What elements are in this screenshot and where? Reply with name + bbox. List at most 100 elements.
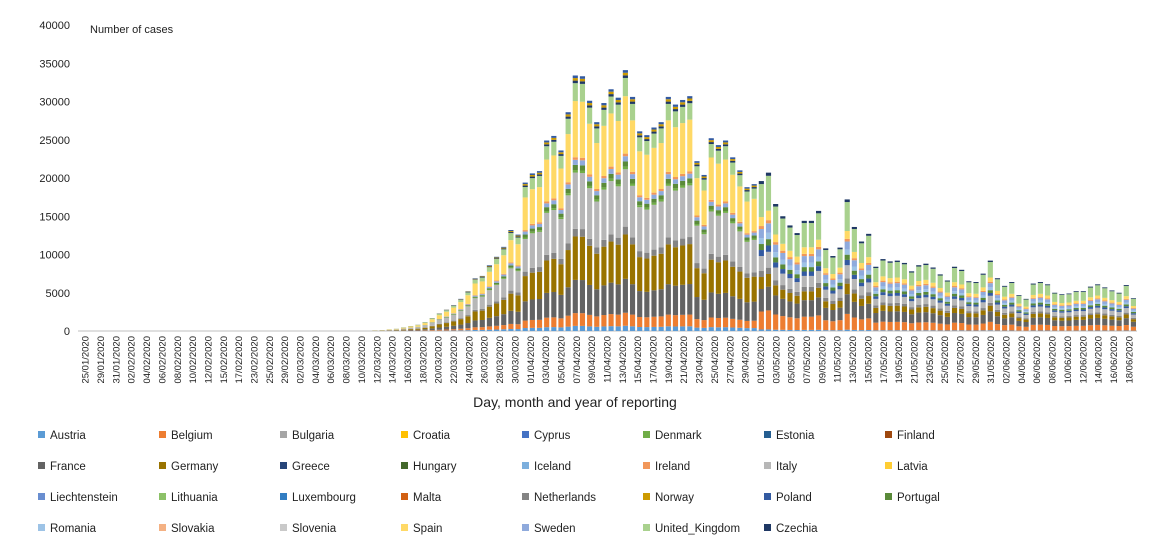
bar-segment-united-kingdom — [823, 250, 829, 269]
bar-segment-spain — [994, 290, 1001, 295]
bar-segment-austria — [780, 329, 786, 331]
bar-segment-germany — [1037, 313, 1043, 318]
bar-segment-ireland — [608, 166, 614, 170]
bar-segment-portugal — [694, 220, 700, 225]
bar-segment-netherlands — [873, 305, 879, 308]
bar-segment-poland — [565, 112, 571, 115]
bar-segment-norway — [551, 137, 557, 140]
bar-segment-netherlands — [880, 302, 886, 306]
bar-segment-spain — [866, 257, 872, 263]
bar-segment-denmark — [494, 284, 500, 285]
bar-segment-czechia — [1102, 287, 1108, 289]
bar-segment-germany — [443, 323, 450, 327]
bar-segment-czechia — [787, 225, 793, 228]
legend-swatch — [159, 431, 166, 439]
bar-segment-france — [594, 289, 600, 317]
bar-segment-netherlands — [436, 323, 442, 325]
bar-segment-ireland — [529, 223, 535, 226]
bar-segment-germany — [1044, 314, 1051, 318]
bar-segment-germany — [565, 250, 571, 288]
bar-segment-ireland — [951, 286, 958, 288]
x-axis-title: Day, month and year of reporting — [473, 394, 677, 410]
bar-segment-france — [851, 301, 857, 318]
bar-segment-sweden — [544, 203, 550, 208]
bar-segment-netherlands — [522, 271, 528, 277]
bar-segment-spain — [672, 127, 679, 178]
bar-segment-italy — [744, 241, 750, 274]
bar-segment-poland — [937, 300, 943, 303]
bar-segment-ireland — [773, 242, 779, 245]
bar-segment-netherlands — [651, 249, 657, 256]
y-tick-label: 5000 — [46, 288, 70, 300]
bar-segment-germany — [987, 305, 993, 312]
bar-segment-ireland — [715, 204, 721, 207]
x-tick-label: 10/06/2020 — [1063, 336, 1074, 384]
bar-segment-portugal — [937, 298, 943, 301]
bar-segment-france — [1052, 320, 1058, 327]
bar-segment-spain — [1073, 300, 1079, 304]
bar-segment-ireland — [479, 293, 485, 295]
bar-segment-netherlands — [694, 263, 700, 269]
bar-segment-austria — [816, 329, 822, 331]
bar-segment-united-kingdom — [1123, 286, 1129, 297]
bar-segment-france — [508, 310, 514, 324]
bar-segment-italy — [1052, 311, 1058, 316]
bar-segment-ireland — [730, 212, 736, 215]
bar-stack — [830, 256, 836, 331]
bar-segment-czechia — [909, 271, 915, 273]
bar-segment-netherlands — [858, 295, 865, 299]
bar-segment-romania — [808, 262, 814, 268]
bar-segment-norway — [715, 146, 721, 149]
bar-segment-italy — [1066, 312, 1072, 317]
bar-segment-ireland — [880, 280, 886, 283]
bar-segment-ireland — [701, 224, 707, 227]
bar-segment-czechia — [737, 173, 743, 176]
bar-segment-germany — [816, 287, 822, 298]
bar-segment-ireland — [708, 199, 714, 202]
bar-segment-italy — [951, 298, 958, 306]
bar-segment-spain — [751, 198, 757, 232]
bar-segment-germany — [858, 298, 865, 306]
bar-segment-denmark — [572, 170, 578, 173]
legend-item: Slovenia — [280, 523, 336, 535]
bar-segment-ireland — [787, 257, 793, 260]
bar-segment-romania — [765, 232, 772, 240]
bar-segment-sweden — [973, 297, 979, 301]
bar-segment-sweden — [644, 199, 650, 204]
bar-segment-poland — [694, 161, 700, 163]
bar-segment-netherlands — [544, 254, 550, 261]
x-tick-label: 24/03/2020 — [464, 336, 475, 384]
bar-segment-germany — [429, 326, 435, 329]
bar-segment-belgium — [579, 313, 586, 326]
bar-segment-belgium — [916, 322, 922, 331]
bar-stack — [422, 322, 428, 331]
bar-segment-portugal — [808, 267, 814, 272]
bar-segment-france — [751, 301, 757, 321]
bar-segment-germany — [722, 260, 729, 293]
bar-stack — [722, 140, 729, 331]
bar-segment-belgium — [601, 315, 607, 327]
x-tick-label: 11/05/2020 — [833, 336, 844, 383]
bar-segment-sweden — [658, 191, 664, 196]
bar-segment-belgium — [694, 319, 700, 328]
bar-segment-austria — [494, 329, 500, 331]
bar-segment-germany — [515, 295, 521, 312]
bar-segment-spain — [737, 186, 743, 222]
bar-segment-czechia — [816, 210, 822, 214]
bar-segment-netherlands — [708, 253, 714, 260]
bar-segment-czechia — [1037, 282, 1043, 284]
bar-segment-czechia — [1087, 286, 1094, 288]
bar-segment-portugal — [823, 283, 829, 287]
bar-segment-belgium — [758, 311, 764, 330]
bar-segment-united-kingdom — [816, 213, 822, 240]
x-tick-label: 27/04/2020 — [725, 336, 736, 384]
bar-segment-poland — [773, 262, 779, 268]
x-tick-label: 06/06/2020 — [1032, 336, 1043, 384]
bar-segment-romania — [894, 287, 900, 291]
legend-item: Ireland — [643, 461, 690, 473]
legend-item: France — [38, 461, 86, 473]
bar-segment-portugal — [458, 310, 464, 311]
bar-segment-netherlands — [744, 273, 750, 278]
bar-segment-united-kingdom — [651, 133, 657, 148]
bar-segment-belgium — [629, 314, 636, 327]
